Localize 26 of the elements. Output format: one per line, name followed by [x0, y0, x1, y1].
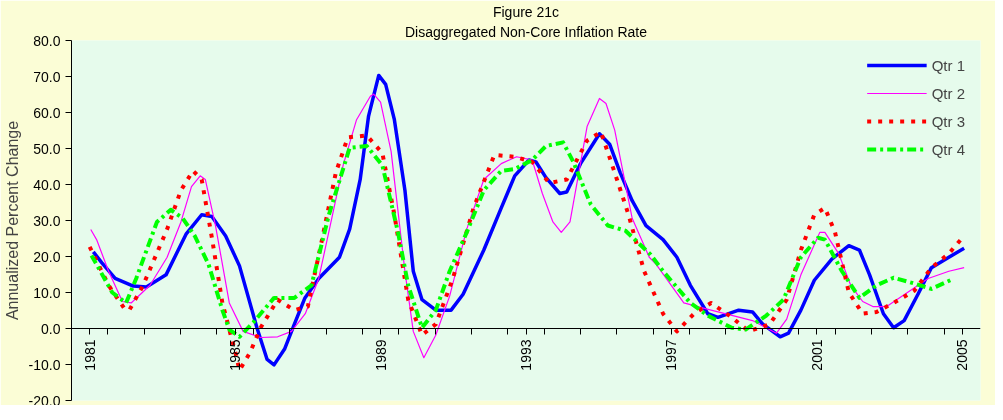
legend-label: Qtr 1 [931, 56, 965, 74]
y-tick-label: 60.0 [33, 104, 61, 121]
y-tick-label: 0.0 [41, 320, 61, 337]
chart-title: Figure 21c [492, 3, 560, 20]
y-tick-label: 30.0 [33, 212, 61, 229]
x-tick-label: 2005 [954, 339, 971, 371]
y-tick-label: 50.0 [33, 140, 61, 157]
x-tick-label: 1981 [81, 339, 98, 371]
y-tick-label: -20.0 [28, 392, 61, 409]
x-tick-label: 1997 [663, 339, 680, 371]
y-tick-label: 80.0 [33, 32, 61, 49]
x-tick-label: 1993 [518, 339, 534, 371]
y-tick-label: 20.0 [33, 248, 61, 265]
y-tick-label: 40.0 [33, 176, 61, 193]
line-series [89, 140, 953, 339]
x-tick-label: 1989 [372, 339, 389, 371]
chart-subtitle: Disaggregated Non-Core Inflation Rate [404, 23, 648, 40]
y-tick-label: 70.0 [33, 68, 61, 85]
legend-label: Qtr 4 [931, 140, 965, 158]
y-tick-label: 10.0 [33, 284, 61, 301]
legend-label: Qtr 3 [931, 112, 965, 130]
y-axis-title: Annualized Percent Change [3, 120, 21, 321]
x-tick-label: 1985 [227, 339, 244, 371]
y-tick-label: -10.0 [28, 356, 61, 373]
legend-label: Qtr 2 [931, 84, 965, 102]
x-tick-label: 2001 [808, 339, 825, 371]
